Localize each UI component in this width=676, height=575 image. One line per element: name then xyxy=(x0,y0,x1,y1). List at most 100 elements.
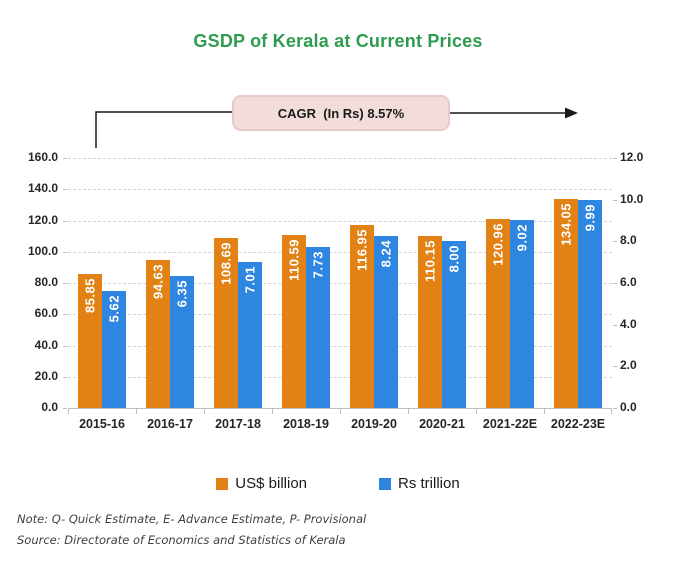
legend-item-us-billion: US$ billion xyxy=(216,475,307,492)
plot-area: 85.85 5.62 94.63 6.35 108.69 7.01 110.59 7.73 11… xyxy=(68,158,612,414)
bar-value-label: 116.95 xyxy=(354,229,370,272)
left-axis-tick-label: 0.0 xyxy=(41,400,58,414)
bar-rs-trillion: 8.00 xyxy=(442,241,466,408)
legend-label-1: Rs trillion xyxy=(398,475,460,492)
gridline xyxy=(68,189,612,191)
bar-us-billion: 116.95 xyxy=(350,225,374,408)
right-axis-tick xyxy=(613,366,617,368)
source-line: Source: Directorate of Economics and Sta… xyxy=(17,532,346,547)
right-axis-tick-label: 2.0 xyxy=(620,358,637,373)
left-axis-tick xyxy=(63,220,67,222)
left-axis-tick xyxy=(63,189,67,191)
x-axis-category-label: 2020-21 xyxy=(419,417,465,431)
bar-value-label: 120.96 xyxy=(490,223,506,266)
bar-group: 110.59 7.73 xyxy=(272,158,340,408)
gridline xyxy=(68,220,612,222)
x-axis-tick xyxy=(408,408,409,414)
cagr-arrow-annotation xyxy=(95,107,578,148)
bar-rs-trillion: 9.99 xyxy=(578,199,602,408)
x-axis-tick xyxy=(204,408,205,414)
bar-us-billion: 94.63 xyxy=(146,260,170,408)
bar-group: 94.63 6.35 xyxy=(136,158,204,408)
note-line: Note: Q- Quick Estimate, E- Advance Esti… xyxy=(17,512,367,526)
gridline xyxy=(68,345,612,347)
cagr-callout: CAGR (In Rs) 8.57% xyxy=(232,95,450,131)
bar-rs-trillion: 6.35 xyxy=(170,275,194,408)
footnotes: Note: Q- Quick Estimate, E- Advance Esti… xyxy=(17,509,366,550)
bar-value-label: 134.05 xyxy=(558,202,574,246)
bar-group: 120.96 9.02 xyxy=(476,158,544,408)
bar-value-label: 110.59 xyxy=(286,239,302,282)
bar-value-label: 8.24 xyxy=(378,240,394,268)
bar-us-billion: 108.69 xyxy=(214,238,238,408)
left-axis-tick xyxy=(63,345,67,347)
left-axis-tick-label: 140.0 xyxy=(27,181,58,196)
right-axis-tick-label: 4.0 xyxy=(620,316,637,331)
x-axis-tick xyxy=(340,408,341,414)
chart-title: GSDP of Kerala at Current Prices xyxy=(193,31,483,51)
bar-value-label: 9.99 xyxy=(582,203,598,232)
x-axis-tick xyxy=(611,408,612,414)
left-axis-tick xyxy=(63,376,67,378)
x-axis-tick xyxy=(272,408,273,414)
bar-us-billion: 134.05 xyxy=(554,198,578,408)
bar-value-label: 108.69 xyxy=(218,242,234,285)
left-axis-tick xyxy=(63,408,67,409)
bar-value-label: 85.85 xyxy=(82,277,98,313)
x-axis-tick xyxy=(68,408,69,414)
bar-rs-trillion: 7.01 xyxy=(238,262,262,408)
bar-us-billion: 85.85 xyxy=(78,273,102,408)
cagr-label: CAGR (In Rs) 8.57% xyxy=(277,105,405,121)
right-axis-tick xyxy=(613,241,617,243)
bar-rs-trillion: 8.24 xyxy=(374,236,398,408)
x-axis-category-label: 2022-23E xyxy=(550,417,606,431)
x-axis-tick xyxy=(136,408,137,414)
legend-swatch-1 xyxy=(379,477,392,490)
right-axis-tick xyxy=(613,283,617,284)
right-axis-tick xyxy=(613,158,617,159)
right-axis-tick-label: 10.0 xyxy=(620,191,644,206)
left-axis-tick xyxy=(63,283,67,284)
right-axis-tick-label: 0.0 xyxy=(620,400,637,414)
x-axis-category-label: 2021-22E xyxy=(482,417,538,431)
x-axis-tick xyxy=(476,408,477,414)
gridline xyxy=(68,283,612,284)
bar-group: 85.85 5.62 xyxy=(68,158,136,408)
left-axis-tick-label: 120.0 xyxy=(27,212,58,227)
bar-value-label: 94.63 xyxy=(150,264,166,300)
right-axis-tick xyxy=(613,324,617,326)
gridline xyxy=(68,376,612,378)
x-axis-category-label: 2017-18 xyxy=(215,417,261,431)
bar-value-label: 7.01 xyxy=(242,266,258,294)
left-axis-tick-label: 80.0 xyxy=(34,275,58,289)
legend-item-rs-trillion: Rs trillion xyxy=(379,475,460,492)
left-axis-tick-label: 40.0 xyxy=(34,337,58,352)
bar-rs-trillion: 9.02 xyxy=(510,220,534,408)
bar-rs-trillion: 7.73 xyxy=(306,247,330,408)
right-axis-tick-label: 12.0 xyxy=(620,150,644,164)
gridline xyxy=(68,251,612,253)
legend-swatch-0 xyxy=(216,477,229,490)
bar-group: 108.69 7.01 xyxy=(204,158,272,408)
bar-value-label: 5.62 xyxy=(106,294,122,323)
bar-value-label: 7.73 xyxy=(310,251,326,279)
bar-value-label: 110.15 xyxy=(422,239,438,282)
gridline xyxy=(68,314,612,316)
bar-rs-trillion: 5.62 xyxy=(102,290,126,408)
bar-value-label: 8.00 xyxy=(446,245,462,273)
left-axis-tick-label: 20.0 xyxy=(34,368,58,383)
right-axis-tick xyxy=(613,408,617,409)
bar-us-billion: 110.59 xyxy=(282,235,306,408)
left-axis-tick xyxy=(63,158,67,159)
x-axis-category-label: 2018-19 xyxy=(283,417,329,431)
left-axis-tick-label: 60.0 xyxy=(34,306,58,321)
left-axis-tick xyxy=(63,251,67,253)
gridline xyxy=(68,158,612,159)
right-axis-tick xyxy=(613,199,617,201)
bar-value-label: 9.02 xyxy=(514,224,530,252)
x-axis-category-label: 2019-20 xyxy=(351,417,397,431)
legend-label-0: US$ billion xyxy=(235,475,308,492)
bar-group: 134.05 9.99 xyxy=(544,158,612,408)
bracket-line xyxy=(95,111,232,148)
